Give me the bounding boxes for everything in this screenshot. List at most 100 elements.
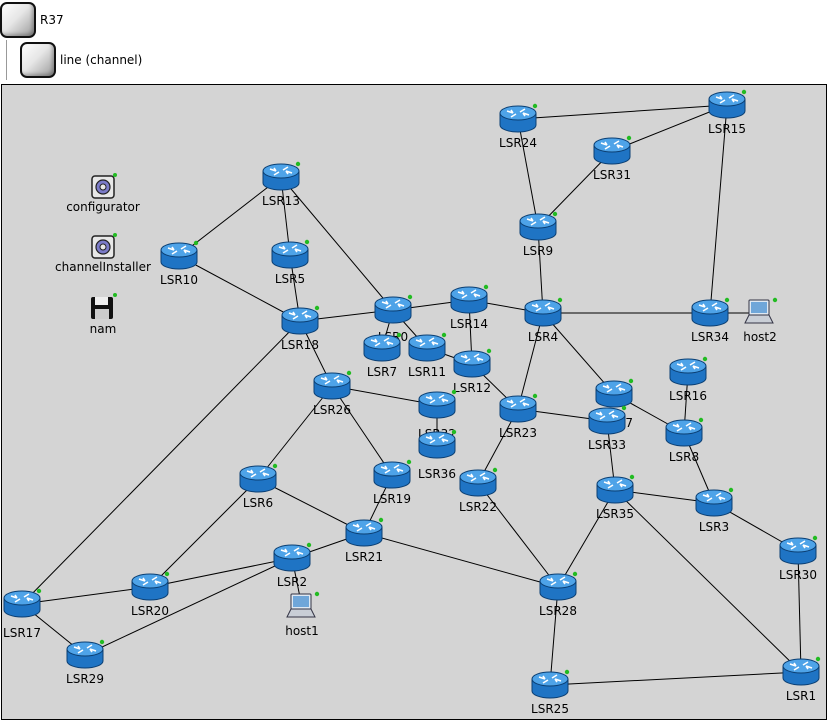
node-label: LSR18 [281,338,319,352]
router-icon [160,240,199,270]
node-label: channelInstaller [55,260,151,274]
router-icon [418,429,457,459]
router-icon [262,161,301,191]
router-icon [539,571,578,601]
tree-item-line-channel[interactable]: line (channel) [20,40,142,80]
laptop-icon [744,297,778,324]
link-lsr15-lsr34 [709,104,728,314]
router-icon [66,639,105,669]
router-icon [524,297,563,327]
node-label: LSR24 [499,136,537,150]
tree-item-label: R37 [40,13,64,27]
node-label: LSR20 [131,604,169,618]
node-label: LSR17 [3,626,41,640]
router-icon [363,332,402,362]
node-label: LSR2 [276,575,308,589]
node-label: LSR19 [373,492,411,506]
node-label: LSR9 [522,244,554,258]
network-canvas[interactable]: configurator channelInstaller nam LSR24 … [1,84,827,720]
link-lsr26-lsr19 [331,385,393,476]
link-lsr21-lsr28 [363,532,559,588]
node-label: LSR36 [418,467,456,481]
link-lsr22-lsr28 [477,482,559,588]
link-lsr2-lsr29 [84,557,293,656]
node-label: LSR31 [593,168,631,182]
node-label: LSR3 [698,520,730,534]
node-label: LSR10 [160,273,198,287]
node-label: LSR15 [708,122,746,136]
node-label: LSR29 [66,672,104,686]
link-lsr4-lsr23 [517,312,544,410]
node-label: LSR33 [588,438,626,452]
node-label: LSR25 [531,702,569,716]
node-label: LSR35 [596,507,634,521]
node-label: LSR34 [691,330,729,344]
link-lsr24-lsr9 [517,118,539,228]
link-lsr4-lsr27 [542,312,615,395]
link-lsr15-lsr31 [611,104,728,152]
node-label: host1 [285,624,319,638]
node-label: LSR13 [262,194,300,208]
node-label: LSR23 [499,426,537,440]
link-lsr35-lsr1 [614,489,802,673]
router-icon [691,297,730,327]
link-lsr35-lsr28 [557,489,616,588]
gear-icon [91,173,117,199]
router-icon [374,294,413,324]
router-icon [695,487,734,517]
gear-icon [91,233,117,259]
node-label: LSR30 [779,568,817,582]
router-icon [708,89,747,119]
router-icon [665,417,704,447]
node-label: host2 [743,330,777,344]
link-lsr28-lsr25 [549,586,559,686]
router-icon [418,389,457,419]
node-label: LSR5 [274,272,306,286]
link-lsr26-lsr6 [257,385,333,480]
link-lsr25-lsr1 [549,671,802,686]
node-label: LSR16 [669,389,707,403]
router-icon [373,459,412,489]
router-icon [519,211,558,241]
node-label: LSR22 [459,500,497,514]
link-lsr13-lsr0 [280,176,394,311]
tree-item-r37[interactable]: R37 [0,0,64,40]
node-label: LSR1 [785,689,817,703]
link-lsr24-lsr15 [517,104,728,120]
node-label: LSR11 [408,365,446,379]
node-label: LSR28 [539,604,577,618]
link-lsr18-lsr17 [21,320,301,605]
router-icon [450,284,489,314]
router-icon [271,239,310,269]
router-icon [531,669,570,699]
link-lsr9-lsr4 [537,226,544,314]
node-label: LSR4 [527,330,559,344]
link-lsr6-lsr20 [149,478,259,588]
module-icon [20,42,56,78]
router-icon [131,571,170,601]
router-icon [782,656,821,686]
link-lsr6-lsr21 [257,478,365,534]
node-label: LSR21 [345,550,383,564]
laptop-icon [286,591,320,618]
router-icon [281,305,320,335]
router-icon [273,542,312,572]
router-icon [593,135,632,165]
router-icon [499,103,538,133]
link-lsr20-lsr17 [21,586,151,605]
router-icon [595,378,634,408]
router-icon [239,463,278,493]
router-icon [779,535,818,565]
router-icon [3,588,42,618]
node-label: LSR6 [242,496,274,510]
router-icon [408,332,447,362]
router-icon [596,474,635,504]
link-lsr31-lsr9 [537,150,613,228]
link-lsr2-lsr20 [149,557,293,588]
node-label: configurator [66,200,140,214]
router-icon [669,356,708,386]
node-label: LSR12 [453,381,491,395]
tree-connector [6,40,7,80]
router-icon [345,517,384,547]
tree-item-label: line (channel) [60,53,143,67]
